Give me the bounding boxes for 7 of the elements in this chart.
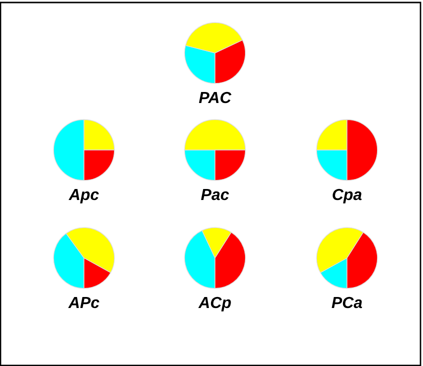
text: PAC xyxy=(199,92,232,104)
text: PCa xyxy=(332,296,362,308)
text: Cpa xyxy=(332,188,362,204)
text: Apc xyxy=(68,189,99,204)
text: Pac xyxy=(201,189,229,200)
text: APc xyxy=(68,297,100,308)
text: ACp xyxy=(198,296,231,312)
